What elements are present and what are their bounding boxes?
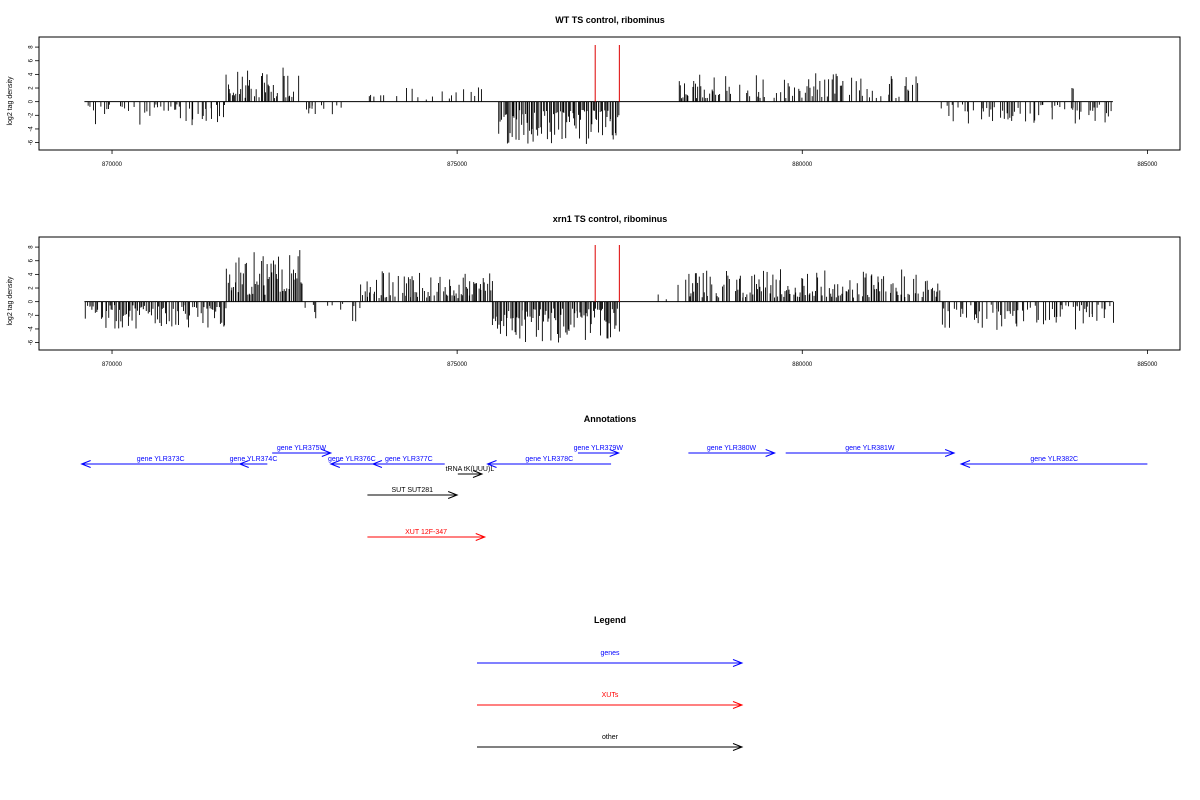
y-tick-label: -2 bbox=[29, 312, 35, 318]
y-axis-label: log2 tag density bbox=[7, 76, 14, 126]
annotation-feature: XUT 12F-347 bbox=[367, 529, 487, 541]
legend-label: other bbox=[602, 734, 619, 741]
annotations-title: Annotations bbox=[584, 414, 637, 424]
y-tick-label: 0 bbox=[29, 299, 35, 303]
y-tick-label: -6 bbox=[29, 139, 35, 145]
arrow-head bbox=[475, 533, 487, 541]
legend-label: genes bbox=[600, 650, 620, 657]
coverage-bars bbox=[84, 67, 1113, 144]
legend-title: Legend bbox=[594, 615, 626, 625]
x-tick-label: 885000 bbox=[1137, 162, 1158, 168]
arrow-head bbox=[732, 743, 744, 751]
panel-title: xrn1 TS control, ribominus bbox=[553, 214, 668, 224]
feature-label: gene YLR382C bbox=[1030, 456, 1078, 463]
arrow-head bbox=[238, 460, 249, 468]
coverage-panel-wt: WT TS control, ribominus log2 tag densit… bbox=[7, 15, 1181, 168]
feature-label: gene YLR376C bbox=[328, 456, 376, 463]
y-tick-label: 2 bbox=[29, 286, 35, 290]
x-tick-label: 885000 bbox=[1137, 362, 1158, 368]
axis-ticks: 8 6 4 2 0 -2 -4 -6 870000 875000 880000 885000 bbox=[29, 45, 1158, 168]
y-tick-label: -2 bbox=[29, 112, 35, 118]
arrow-head bbox=[321, 449, 333, 457]
arrow-head bbox=[80, 460, 91, 468]
feature-label: XUT 12F-347 bbox=[405, 529, 447, 536]
annotation-feature: SUT SUT281 bbox=[367, 487, 459, 499]
arrow-head bbox=[959, 460, 971, 468]
feature-label: tRNA tK(UUU)L bbox=[446, 466, 495, 473]
annotation-feature: gene YLR376C bbox=[328, 456, 376, 468]
annotation-feature: gene YLR375W bbox=[272, 445, 333, 457]
arrow-head bbox=[329, 460, 341, 468]
y-tick-label: 4 bbox=[29, 72, 35, 76]
y-tick-label: 4 bbox=[29, 272, 35, 276]
feature-label: gene YLR375W bbox=[277, 445, 327, 452]
arrow-head bbox=[944, 449, 956, 457]
annotation-feature: gene YLR382C bbox=[959, 456, 1148, 468]
x-tick-label: 875000 bbox=[447, 162, 468, 168]
feature-label: gene YLR378C bbox=[525, 456, 573, 463]
legend: Legend genes XUTs other bbox=[477, 615, 744, 751]
legend-label: XUTs bbox=[602, 692, 619, 699]
feature-label: gene YLR380W bbox=[707, 445, 757, 452]
x-tick-label: 880000 bbox=[792, 162, 813, 168]
feature-label: gene YLR377C bbox=[385, 456, 433, 463]
legend-item-xut: XUTs bbox=[477, 692, 744, 709]
x-tick-label: 870000 bbox=[102, 162, 123, 168]
plot-frame bbox=[38, 236, 1181, 351]
y-tick-label: 8 bbox=[29, 245, 35, 249]
annotation-feature: gene YLR377C bbox=[371, 456, 445, 468]
annotation-feature: tRNA tK(UUU)L bbox=[446, 466, 495, 478]
y-tick-label: 8 bbox=[29, 45, 35, 49]
panel-title: WT TS control, ribominus bbox=[555, 15, 665, 25]
y-tick-label: -6 bbox=[29, 339, 35, 345]
y-tick-label: -4 bbox=[29, 126, 35, 132]
feature-label: SUT SUT281 bbox=[392, 487, 434, 494]
y-tick-label: 6 bbox=[29, 258, 35, 262]
arrow-head bbox=[732, 659, 744, 667]
legend-item-other: other bbox=[477, 734, 744, 751]
y-tick-label: 2 bbox=[29, 86, 35, 90]
feature-label: gene YLR374C bbox=[230, 456, 278, 463]
feature-label: gene YLR381W bbox=[845, 445, 895, 452]
annotation-feature: gene YLR379W bbox=[574, 445, 624, 457]
x-tick-label: 875000 bbox=[447, 362, 468, 368]
position-markers bbox=[594, 245, 620, 302]
position-markers bbox=[594, 45, 620, 102]
feature-label: gene YLR373C bbox=[137, 456, 185, 463]
arrow-head bbox=[609, 449, 621, 457]
y-tick-label: -4 bbox=[29, 326, 35, 332]
annotation-feature: gene YLR380W bbox=[688, 445, 777, 457]
annotation-feature: gene YLR378C bbox=[486, 456, 612, 468]
y-tick-label: 0 bbox=[29, 99, 35, 103]
x-tick-label: 880000 bbox=[792, 362, 813, 368]
annotation-feature: gene YLR381W bbox=[785, 445, 956, 457]
x-tick-label: 870000 bbox=[102, 362, 123, 368]
annotation-track: Annotations gene YLR373C gene YLR374C gene… bbox=[80, 414, 1148, 541]
annotation-feature: gene YLR374C bbox=[230, 456, 278, 468]
arrow-head bbox=[765, 449, 777, 457]
arrow-head bbox=[732, 701, 744, 709]
arrow-head bbox=[472, 470, 484, 478]
annotation-feature: gene YLR373C bbox=[80, 456, 240, 468]
feature-label: gene YLR379W bbox=[574, 445, 624, 452]
arrow-head bbox=[486, 460, 497, 468]
legend-item-gene: genes bbox=[477, 650, 744, 667]
arrow-head bbox=[371, 460, 383, 468]
coverage-bars bbox=[84, 250, 1114, 343]
y-axis-label: log2 tag density bbox=[7, 276, 14, 326]
axis-ticks: 8 6 4 2 0 -2 -4 -6 870000 875000 880000 885000 bbox=[29, 245, 1158, 368]
legend-items: genes XUTs other bbox=[477, 650, 744, 751]
coverage-panel-xrn1: xrn1 TS control, ribominus log2 tag dens… bbox=[7, 214, 1181, 368]
arrow-head bbox=[447, 491, 459, 499]
plot-frame bbox=[38, 36, 1181, 151]
y-tick-label: 6 bbox=[29, 58, 35, 62]
